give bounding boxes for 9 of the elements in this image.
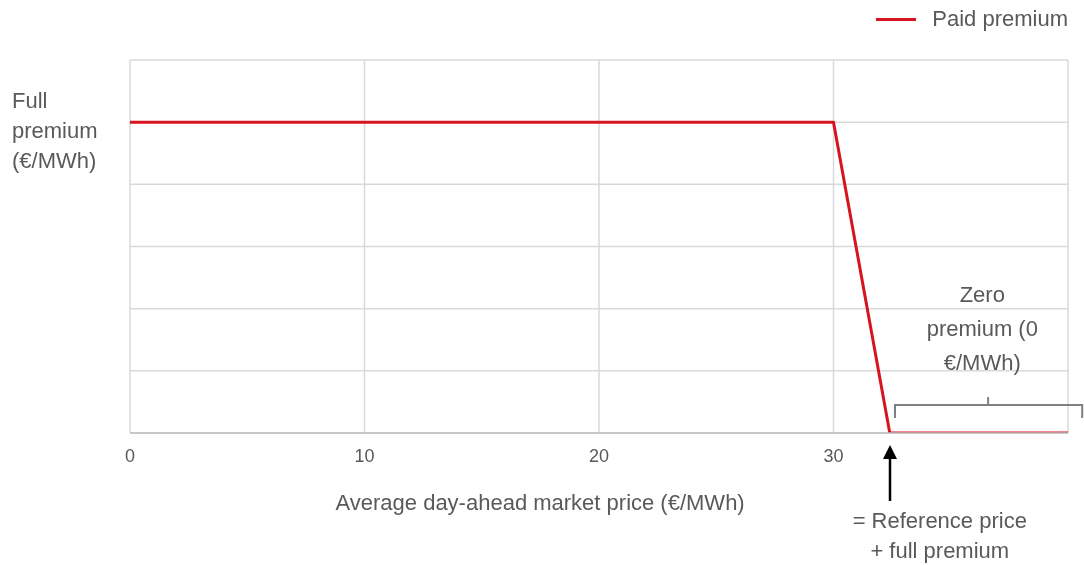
x-tick-label: 20 [588,445,610,466]
y-axis-title: Full premium (€/MWh) [12,87,99,176]
x-axis-title: Average day-ahead market price (€/MWh) [335,490,745,515]
x-tick-label: 0 [124,445,136,466]
text: = Reference price + full premium [851,507,1028,565]
annotation: Zero premium (0 €/MWh) [925,281,1039,377]
x-tick-label: 30 [823,445,844,466]
x-tick-label: 10 [354,445,375,466]
legend-label: Paid premium [932,6,1068,32]
